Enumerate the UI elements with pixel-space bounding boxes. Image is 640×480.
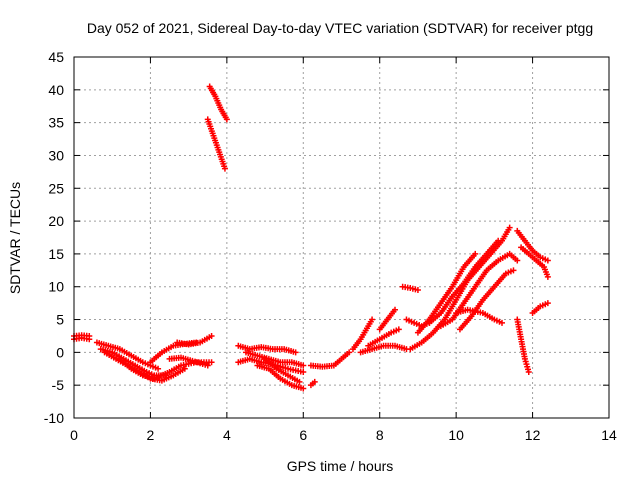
y-tick-label: 45 (48, 49, 64, 65)
series-arc-18 (307, 349, 353, 370)
y-tick-label: -10 (44, 410, 64, 426)
series-arc-11 (204, 116, 228, 172)
series-arc-31 (514, 316, 532, 376)
data-point (510, 267, 517, 274)
series-arc-20 (357, 342, 410, 356)
data-point (300, 362, 307, 369)
data-point (86, 336, 93, 343)
data-point (544, 273, 551, 280)
data-point (514, 257, 521, 264)
data-point (346, 349, 353, 356)
data-point (414, 287, 421, 294)
data-point (311, 378, 318, 385)
data-point (499, 319, 505, 326)
data-point (204, 362, 211, 369)
series-arc-16 (262, 355, 303, 385)
data-point (292, 349, 299, 356)
x-tick-label: 8 (376, 427, 384, 443)
data-point (155, 365, 162, 372)
series-arc-03 (93, 339, 162, 372)
series-arc-23 (399, 283, 421, 294)
y-tick-label: 20 (48, 213, 64, 229)
data-point (506, 224, 513, 231)
series-arc-22 (376, 306, 398, 333)
data-point (544, 300, 551, 307)
series-arc-29 (453, 306, 505, 326)
y-tick-label: 30 (48, 147, 64, 163)
y-axis-title: SDTVAR / TECUs (7, 182, 23, 294)
x-tick-label: 4 (223, 427, 231, 443)
x-tick-label: 14 (601, 427, 617, 443)
series-arc-09 (166, 354, 211, 369)
series-arc-33 (518, 244, 551, 280)
data-point (296, 378, 303, 385)
y-tick-label: 5 (56, 312, 64, 328)
series-arc-08 (174, 332, 215, 348)
x-tick-label: 10 (448, 427, 464, 443)
data-point (221, 165, 228, 172)
x-tick-label: 12 (525, 427, 541, 443)
y-tick-label: 0 (56, 344, 64, 360)
data-point (495, 237, 502, 244)
series-arc-12 (235, 342, 299, 356)
data-point (392, 306, 398, 313)
series-arc-27 (426, 237, 502, 326)
series-arc-04 (97, 346, 169, 379)
data-point (181, 365, 188, 372)
data-point (525, 369, 532, 376)
y-tick-label: 10 (48, 279, 64, 295)
y-tick-label: 35 (48, 115, 64, 131)
data-points (71, 83, 551, 392)
series-arc-21 (365, 326, 402, 349)
x-axis-title: GPS time / hours (287, 458, 394, 474)
x-tick-label: 6 (299, 427, 307, 443)
plot-frame (73, 56, 610, 419)
series-arc-19 (349, 316, 376, 353)
data-point (223, 116, 230, 123)
data-point (208, 332, 215, 339)
data-point (472, 250, 479, 257)
y-tick-label: 15 (48, 246, 64, 262)
x-tick-label: 2 (147, 427, 155, 443)
data-point (208, 359, 215, 366)
data-point (369, 316, 376, 323)
series-arc-30 (456, 267, 517, 333)
y-tick-label: 25 (48, 180, 64, 196)
x-tick-label: 0 (70, 427, 78, 443)
series-arc-32 (514, 227, 551, 264)
y-tick-label: 40 (48, 82, 64, 98)
data-point (395, 326, 402, 333)
series-arc-15 (254, 362, 307, 392)
grid (74, 57, 609, 418)
axes: 0 2 4 6 8 10 12 14 -10 -5 0 5 10 15 20 25 30 35 40 45 (44, 49, 617, 443)
data-point (544, 257, 551, 264)
data-point (300, 369, 307, 376)
chart-title: Day 052 of 2021, Sidereal Day-to-day VTE… (87, 20, 593, 36)
series-arc-17 (307, 378, 318, 389)
y-tick-label: -5 (52, 377, 65, 393)
series-arc-10 (206, 83, 230, 123)
data-point (300, 385, 307, 392)
series-arc-34 (529, 300, 551, 316)
